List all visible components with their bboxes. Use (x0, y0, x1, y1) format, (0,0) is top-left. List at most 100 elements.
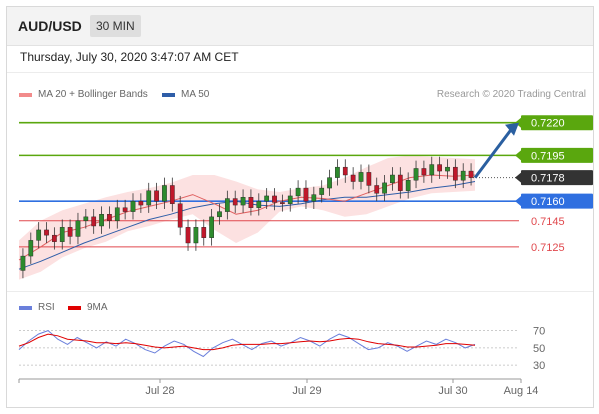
candle-body (468, 170, 474, 178)
level-label: 0.7160 (531, 196, 565, 208)
legend-ma50: MA 50 (162, 89, 209, 100)
candle-body (217, 211, 222, 218)
candle-body (130, 200, 136, 212)
candle-body (91, 216, 97, 227)
header-bar: AUD/USD 30 MIN (7, 7, 593, 46)
candle-body (452, 166, 458, 181)
candle-body (122, 207, 128, 212)
candle-body (405, 180, 411, 191)
candle-body (429, 164, 435, 176)
candle-body (397, 174, 403, 191)
legend-9ma-swatch (68, 305, 81, 310)
candle-body (421, 168, 427, 176)
timestamp: Thursday, July 30, 2020 3:47:07 AM CET (20, 50, 239, 64)
legend-9ma: 9MA (68, 302, 108, 313)
candle-body (382, 182, 387, 194)
candle-body (44, 229, 49, 236)
legend-ma50-label: MA 50 (181, 89, 210, 100)
rsi-tick-label: 50 (533, 343, 545, 355)
price-chart: 0.7220 0.7195 0.7178 0.7160 0.7145 0.7125 70 50… (18, 115, 593, 397)
credit-text: Research © 2020 Trading Central (436, 89, 586, 100)
candle-body (209, 216, 214, 238)
legend-rsi: RSI (19, 302, 55, 313)
candle-body (437, 164, 442, 172)
projection-arrowhead (505, 122, 519, 136)
candle-body (390, 174, 395, 184)
candle-body (99, 214, 104, 227)
candle-body (413, 168, 419, 181)
candle-body (311, 194, 317, 202)
level-label: 0.7125 (531, 242, 565, 254)
candle-body (75, 220, 81, 237)
ma50-line (18, 181, 476, 270)
candle-body (287, 195, 293, 204)
candle-body (335, 166, 340, 178)
level-label-pointer (515, 172, 521, 183)
level-label-pointer (515, 196, 521, 207)
candle-body (114, 207, 120, 221)
level-label: 0.7195 (531, 150, 565, 162)
candle-body (83, 216, 89, 221)
candle-body (248, 197, 254, 208)
level-label-bg (521, 147, 593, 163)
candle-body (20, 255, 26, 271)
x-tick-label: Jul 28 (145, 385, 174, 397)
candle-body (358, 172, 364, 182)
candle-body (460, 170, 466, 181)
legend-9ma-label: 9MA (87, 302, 108, 313)
symbol-label: AUD/USD (18, 18, 82, 34)
legend-ma50-swatch (162, 92, 175, 97)
timeframe-badge[interactable]: 30 MIN (90, 15, 141, 37)
candle-body (169, 185, 175, 204)
candle-body (154, 190, 159, 202)
legend-rsi-label: RSI (38, 302, 55, 313)
candle-body (366, 172, 372, 186)
candle-body (52, 234, 57, 242)
rsi-tick-label: 70 (533, 326, 545, 338)
legend-ma20: MA 20 + Bollinger Bands (19, 89, 148, 100)
candle-body (319, 187, 325, 195)
x-tick-label: Jul 29 (292, 385, 321, 397)
candle-body (264, 195, 270, 202)
level-label-pointer (515, 117, 521, 128)
candle-body (138, 200, 144, 206)
candle-body (272, 195, 277, 203)
candle-body (342, 166, 348, 176)
level-label-bg (521, 115, 593, 131)
candle-body (280, 202, 285, 204)
candle-body (185, 227, 191, 244)
candle-body (162, 185, 167, 202)
rsi-tick-label: 30 (533, 360, 545, 372)
x-tick-label: Aug 14 (504, 385, 539, 397)
candle-body (240, 197, 246, 206)
candle-body (295, 187, 301, 197)
level-label: 0.7145 (531, 216, 565, 228)
legend-ma20-swatch (19, 92, 32, 97)
candle-body (303, 187, 309, 202)
candle-body (232, 198, 238, 206)
legend-ma20-label: MA 20 + Bollinger Bands (38, 89, 148, 100)
candle-body (59, 227, 65, 242)
candle-body (28, 240, 34, 257)
level-label-pointer (515, 150, 521, 161)
rsi-9ma-line (18, 333, 476, 351)
chart-widget: AUD/USD 30 MIN Thursday, July 30, 2020 3… (6, 6, 594, 408)
level-label-bg (521, 170, 593, 186)
candle-body (374, 185, 380, 194)
panel-divider (7, 291, 593, 292)
level-label: 0.7220 (531, 118, 565, 130)
candle-body (146, 190, 152, 206)
candle-body (67, 227, 73, 237)
rsi-line (18, 330, 476, 358)
candle-body (224, 198, 230, 212)
legend-rsi-swatch (19, 305, 32, 310)
x-tick-label: Jul 30 (438, 385, 467, 397)
level-label: 0.7178 (531, 173, 565, 185)
candle-body (107, 214, 112, 221)
projection-arrow (473, 128, 513, 179)
level-label-bg (521, 193, 593, 209)
candle-body (327, 177, 332, 189)
candle-body (177, 203, 183, 228)
candle-body (256, 200, 262, 208)
candle-body (36, 229, 42, 241)
